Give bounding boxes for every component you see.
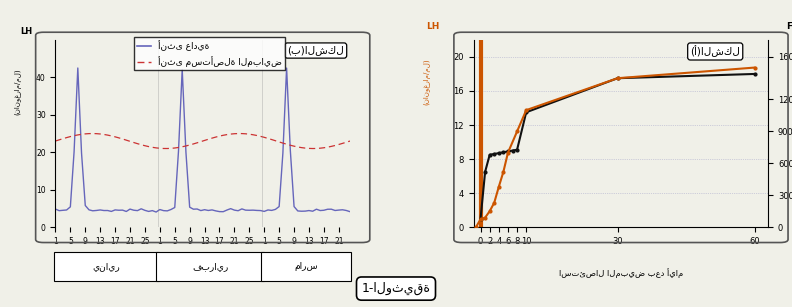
FancyBboxPatch shape (157, 252, 264, 281)
Text: مارس: مارس (295, 262, 318, 271)
Text: (ب)الشكل: (ب)الشكل (287, 45, 344, 56)
Text: 1-الوثيقة: 1-الوثيقة (361, 282, 431, 295)
Text: LH: LH (20, 27, 32, 36)
FancyBboxPatch shape (54, 252, 159, 281)
Text: (أ)الشكل: (أ)الشكل (691, 45, 741, 57)
Text: (نانوغرام/مل): (نانوغرام/مل) (14, 68, 21, 115)
Text: فبراير: فبراير (192, 262, 228, 271)
Text: LH: LH (427, 21, 440, 30)
Text: (نانوغرام/مل): (نانوغرام/مل) (424, 59, 431, 105)
Text: الأيام: الأيام (329, 253, 353, 263)
Legend: أنثى عادية, أنثى مستأصلة المبايض: أنثى عادية, أنثى مستأصلة المبايض (134, 37, 285, 70)
Text: FSH: FSH (786, 21, 792, 30)
Text: استئصال المبيض بعد أيام: استئصال المبيض بعد أيام (559, 268, 683, 278)
Text: يناير: يناير (93, 262, 120, 271)
FancyBboxPatch shape (261, 252, 352, 281)
